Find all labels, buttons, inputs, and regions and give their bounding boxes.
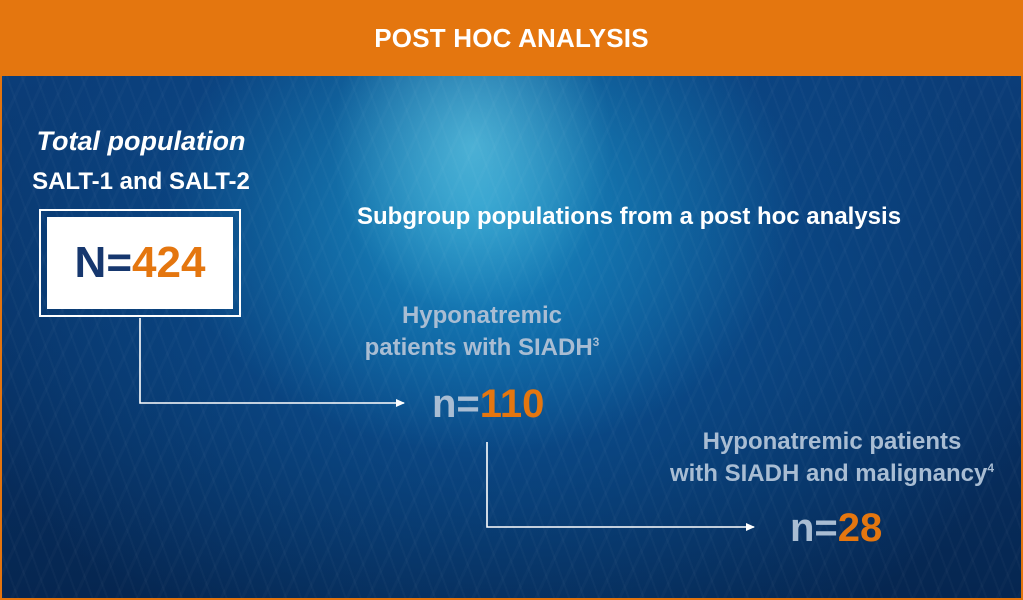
group2-label-line2: with SIADH and malignancy xyxy=(669,460,988,487)
group1-label-line2-wrap: patients with SIADH3 xyxy=(332,332,632,364)
group2-reference: 4 xyxy=(987,461,995,475)
group1-n-number: 110 xyxy=(479,382,545,426)
group1-n-prefix: n= xyxy=(432,382,480,426)
total-n-box: N= 424 xyxy=(39,209,241,317)
banner-title: POST HOC ANALYSIS xyxy=(374,22,649,53)
connector-group1-to-group2 xyxy=(486,442,755,531)
group2-label-line1: Hyponatremic patients xyxy=(702,428,962,455)
group2-label: Hyponatremic patients with SIADH and mal… xyxy=(642,426,1021,490)
total-population-title: Total population xyxy=(36,126,246,156)
group1-label-line1: Hyponatremic xyxy=(401,302,563,329)
connector-total-to-group1 xyxy=(139,318,405,407)
group2-n-value: n=28 xyxy=(790,506,882,551)
group1-reference: 3 xyxy=(592,335,600,349)
total-n-prefix: N= xyxy=(74,238,133,287)
total-population-subtitle: SALT-1 and SALT-2 xyxy=(32,168,250,195)
subgroup-heading: Subgroup populations from a post hoc ana… xyxy=(357,203,902,230)
group1-label: Hyponatremic patients with SIADH3 xyxy=(332,300,632,364)
header-banner: POST HOC ANALYSIS xyxy=(0,0,1023,76)
group1-n-value: n=110 xyxy=(432,382,544,427)
group1-label-line2: patients with SIADH xyxy=(364,334,593,361)
group2-n-prefix: n= xyxy=(790,506,838,550)
total-n-number: 424 xyxy=(132,238,206,287)
group2-n-number: 28 xyxy=(837,506,883,550)
group2-label-line2-wrap: with SIADH and malignancy4 xyxy=(642,458,1021,490)
connector-lines xyxy=(139,318,755,531)
total-n-value: N= 424 xyxy=(47,217,233,309)
diagram-canvas: Total population SALT-1 and SALT-2 N= 424… xyxy=(2,76,1021,598)
